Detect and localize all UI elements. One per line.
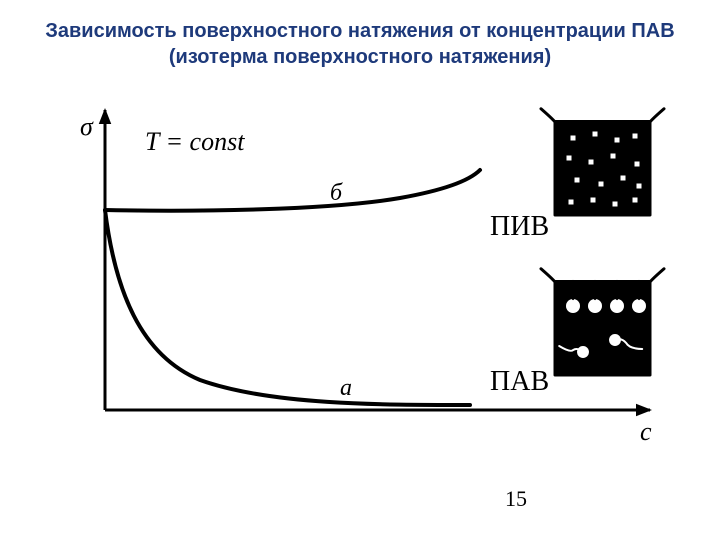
- title-line-2: (изотерма поверхностного натяжения): [0, 44, 720, 70]
- annotation-T-const: T = const: [145, 127, 245, 156]
- beaker-PAV: [541, 269, 664, 375]
- y-axis-label: σ: [80, 112, 94, 141]
- curve-b-label: б: [330, 180, 343, 206]
- title-line-1: Зависимость поверхностного натяжения от …: [0, 18, 720, 44]
- x-axis-label: c: [640, 417, 652, 446]
- page-title: Зависимость поверхностного натяжения от …: [0, 0, 720, 70]
- label-PAV: ПАВ: [490, 366, 549, 397]
- curve-a-label: a: [340, 375, 352, 401]
- surface-tension-diagram: σ c T = const a б ПИВ ПАВ: [50, 90, 670, 470]
- page-number: 15: [505, 486, 527, 512]
- label-PIV: ПИВ: [490, 211, 549, 242]
- beaker-PIV: [541, 109, 664, 215]
